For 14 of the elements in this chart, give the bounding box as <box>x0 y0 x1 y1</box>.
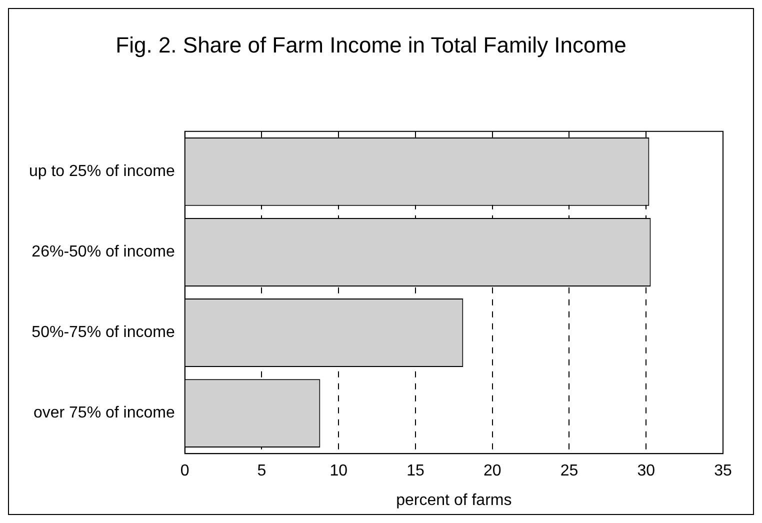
x-tick-label: 15 <box>406 462 424 480</box>
y-tick-label: 50%-75% of income <box>32 324 175 342</box>
x-tick-label: 10 <box>330 462 348 480</box>
chart-title: Fig. 2. Share of Farm Income in Total Family Income <box>116 32 626 58</box>
x-tick-label: 25 <box>560 462 578 480</box>
x-tick-label: 0 <box>180 462 190 480</box>
x-tick-label: 5 <box>257 462 266 480</box>
x-tick-label: 35 <box>714 462 732 480</box>
y-tick-label: over 75% of income <box>33 404 175 422</box>
x-tick-label: 30 <box>637 462 656 480</box>
x-tick-label: 20 <box>483 462 502 480</box>
y-tick-label: 26%-50% of income <box>32 244 175 261</box>
x-axis-title: percent of farms <box>396 492 512 509</box>
y-tick-label: up to 25% of income <box>28 163 175 180</box>
